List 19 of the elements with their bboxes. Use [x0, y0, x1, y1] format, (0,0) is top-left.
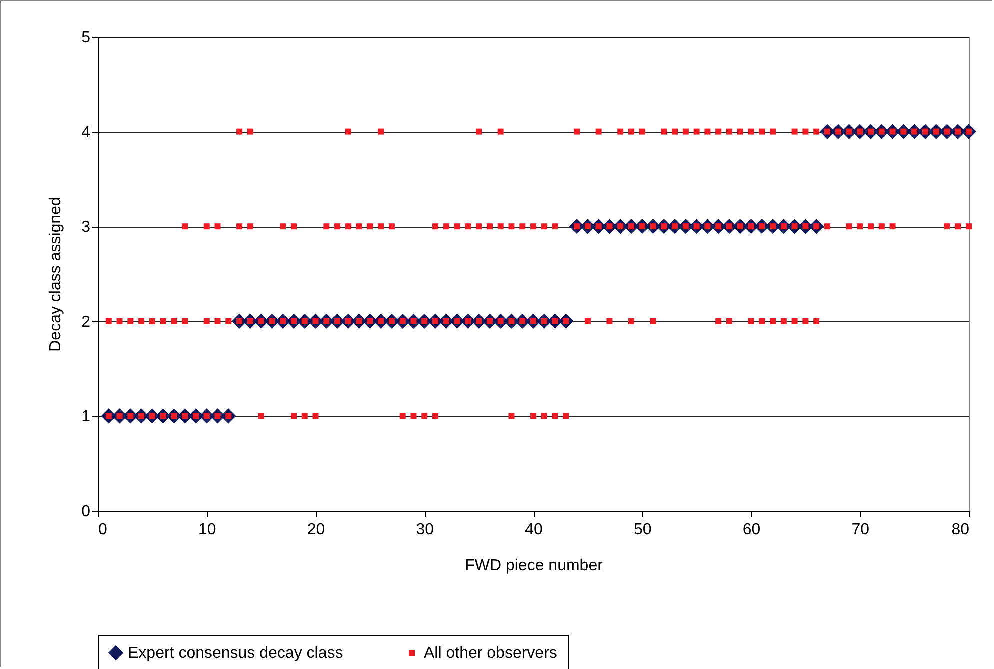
y-tick-label: 2 [82, 314, 91, 331]
x-tick-label: 20 [307, 522, 326, 538]
y-tick-label: 1 [82, 408, 91, 426]
legend-label: All other observers [424, 645, 558, 662]
x-tick-label: 70 [852, 522, 870, 538]
y-tick-label: 5 [82, 30, 91, 46]
y-tick-label: 0 [82, 504, 91, 520]
x-tick-label: 10 [198, 522, 216, 538]
y-tick-label: 4 [82, 124, 91, 142]
x-tick-label: 40 [525, 522, 543, 538]
x-tick-label: 30 [416, 522, 434, 538]
x-tick-label: 80 [952, 522, 970, 538]
legend-label: Expert consensus decay class [128, 645, 344, 662]
x-tick-label: 60 [742, 522, 761, 538]
y-tick-label: 3 [82, 219, 91, 236]
x-tick-label: 0 [98, 522, 108, 538]
x-tick-label: 50 [634, 522, 652, 538]
x-axis-title: FWD piece number [465, 558, 604, 574]
y-axis-title: Decay class assigned [48, 197, 65, 352]
